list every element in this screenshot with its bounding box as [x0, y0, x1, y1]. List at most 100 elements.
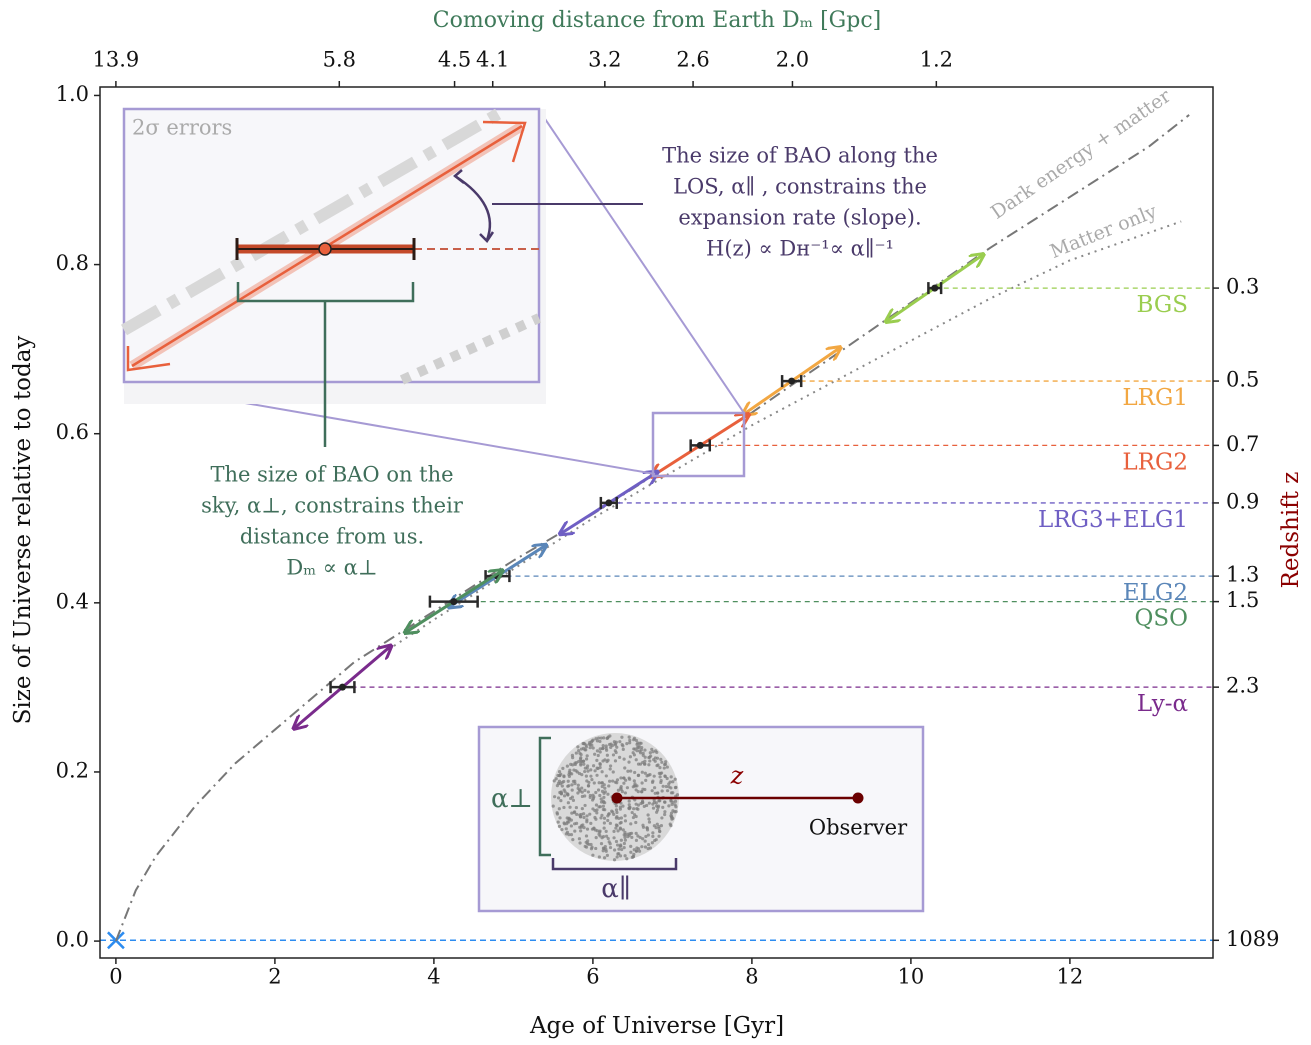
galaxy-dot: [669, 798, 673, 802]
y-axis-label: Size of Universe relative to today: [10, 336, 36, 725]
galaxy-dot: [567, 833, 571, 837]
galaxy-dot: [622, 841, 626, 846]
galaxy-dot: [584, 748, 588, 752]
galaxy-dot: [646, 846, 650, 851]
galaxy-dot: [645, 774, 649, 778]
galaxy-dot: [594, 836, 598, 840]
galaxy-dot: [588, 812, 592, 816]
galaxy-dot: [673, 799, 678, 803]
galaxy-dot: [582, 812, 586, 816]
y2-tick-label: 1.3: [1226, 563, 1259, 587]
galaxy-dot: [652, 774, 656, 778]
galaxy-dot: [573, 822, 577, 826]
galaxy-dot: [659, 771, 664, 775]
galaxy-dot: [573, 810, 577, 814]
galaxy-dot: [585, 754, 589, 758]
galaxy-dot: [571, 798, 576, 802]
galaxy-dot: [579, 829, 583, 833]
galaxy-dot: [631, 815, 636, 820]
galaxy-dot: [612, 858, 617, 862]
galaxy-dot: [607, 840, 611, 844]
galaxy-dot: [578, 841, 582, 845]
tracer-point: [931, 284, 939, 292]
galaxy-dot: [641, 760, 645, 765]
observer-label: Observer: [809, 816, 908, 840]
x2-tick-label: 2.0: [776, 48, 809, 72]
annotations: The size of BAO along the LOS, α∥ , const…: [201, 144, 938, 580]
galaxy-dot: [579, 752, 583, 757]
galaxy-dot: [612, 836, 616, 840]
galaxy-dot: [561, 766, 565, 770]
galaxy-dot: [614, 804, 618, 808]
galaxy-dot: [602, 821, 606, 825]
galaxy-dot: [635, 749, 639, 753]
galaxy-dot: [594, 817, 598, 821]
galaxy-dot: [648, 773, 652, 777]
galaxy-dot: [579, 763, 583, 767]
galaxy-dot: [584, 834, 589, 838]
galaxy-dot: [643, 771, 647, 775]
galaxy-dot: [603, 786, 607, 790]
galaxy-dot: [645, 803, 649, 808]
galaxy-dot: [622, 781, 626, 785]
galaxy-dot: [617, 847, 621, 851]
galaxy-dot: [628, 738, 632, 742]
los-annotation: expansion rate (slope).: [678, 206, 921, 230]
galaxy-dot: [671, 780, 675, 784]
galaxy-dot: [566, 801, 570, 805]
galaxy-dot: [555, 784, 560, 788]
galaxy-dot: [635, 784, 639, 788]
x2-tick-label: 5.8: [323, 48, 356, 72]
galaxy-dot: [591, 746, 595, 750]
galaxy-dot: [623, 819, 628, 823]
galaxy-dot: [641, 825, 646, 829]
galaxy-dot: [588, 743, 592, 747]
galaxy-dot: [638, 835, 642, 840]
galaxy-dot: [618, 740, 622, 744]
galaxy-dot: [637, 746, 641, 750]
galaxy-dot: [623, 854, 627, 858]
galaxy-dot: [625, 786, 630, 790]
galaxy-dot: [649, 754, 653, 758]
galaxy-dot: [595, 808, 599, 812]
galaxy-dot: [552, 779, 556, 783]
galaxy-dot: [643, 839, 647, 843]
galaxy-dot: [638, 741, 642, 745]
galaxy-dot: [669, 791, 674, 795]
galaxy-dot: [608, 821, 612, 825]
galaxy-dot: [610, 743, 615, 748]
galaxy-dot: [577, 749, 581, 753]
galaxy-dot: [651, 750, 655, 754]
galaxy-dot: [557, 769, 562, 774]
galaxy-dot: [603, 808, 607, 812]
galaxy-dot: [583, 788, 587, 792]
galaxy-dot: [604, 847, 608, 851]
galaxy-dot: [595, 811, 599, 815]
galaxy-dot: [628, 805, 632, 810]
arc-head: [479, 231, 495, 243]
galaxy-dot: [632, 807, 636, 811]
galaxy-dot: [656, 805, 660, 809]
galaxy-dot: [646, 813, 650, 817]
galaxy-dot: [558, 782, 562, 786]
galaxy-dot: [663, 810, 667, 814]
galaxy-dot: [641, 837, 645, 841]
galaxy-dot: [667, 785, 671, 789]
galaxy-dot: [598, 750, 602, 754]
tracer-label: LRG3+ELG1: [1038, 507, 1188, 533]
galaxy-end: [611, 792, 623, 804]
galaxy-dot: [668, 822, 672, 826]
galaxy-dot: [616, 829, 620, 833]
model-curve: [114, 114, 1190, 942]
los-annotation: The size of BAO along the: [662, 144, 938, 168]
galaxy-dot: [624, 833, 628, 837]
galaxy-dot: [586, 839, 590, 843]
galaxy-dot: [607, 812, 611, 816]
galaxy-dot: [611, 770, 615, 774]
galaxy-dot: [618, 807, 622, 811]
galaxy-dot: [648, 759, 652, 763]
galaxy-dot: [562, 774, 566, 778]
tracer-point: [696, 441, 704, 449]
alpha-perp: α⊥: [491, 784, 533, 814]
galaxy-dot: [668, 780, 672, 784]
